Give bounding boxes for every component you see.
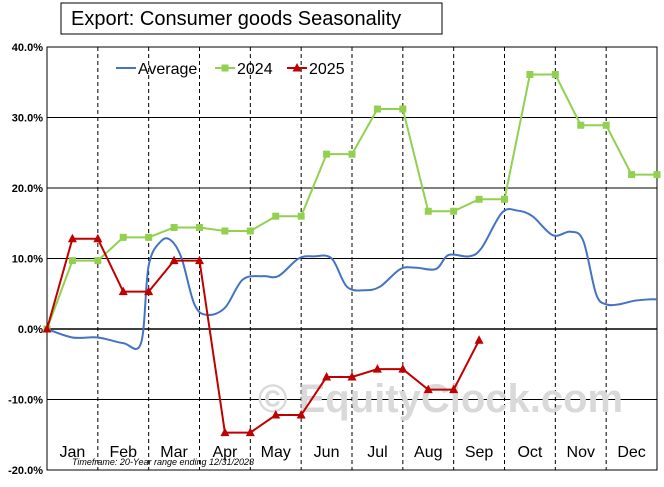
data-point-2024 bbox=[297, 212, 305, 220]
x-tick-label: Dec bbox=[617, 444, 645, 461]
data-point-2025 bbox=[42, 324, 52, 333]
data-point-2025 bbox=[169, 255, 179, 265]
data-point-2025 bbox=[195, 255, 204, 265]
data-point-2024 bbox=[577, 121, 585, 129]
data-point-2025 bbox=[118, 286, 128, 296]
y-tick-label: 30.0% bbox=[12, 113, 43, 125]
legend-item-average: Average bbox=[116, 61, 197, 78]
data-point-2025 bbox=[67, 233, 77, 243]
data-point-2025 bbox=[449, 384, 459, 394]
series-2025 bbox=[42, 233, 484, 437]
data-point-2024 bbox=[551, 70, 559, 78]
x-tick-label: May bbox=[261, 444, 291, 461]
data-point-2025 bbox=[423, 384, 433, 394]
series-2024 bbox=[43, 70, 661, 333]
x-tick-label: Mar bbox=[160, 444, 188, 461]
data-point-2024 bbox=[399, 105, 407, 113]
y-tick-label: -10.0% bbox=[8, 395, 43, 407]
data-point-2024 bbox=[94, 257, 102, 265]
watermark: © EquityClock.com bbox=[258, 377, 623, 421]
data-point-2025 bbox=[474, 335, 484, 344]
series-average bbox=[46, 208, 658, 351]
legend-marker-2024 bbox=[221, 64, 229, 72]
x-tick-label: Jun bbox=[314, 444, 340, 461]
y-tick-label: 40.0% bbox=[12, 42, 43, 54]
y-tick-label: -20.0% bbox=[8, 465, 43, 477]
x-axis-ticks: Jan Feb Mar Apr May Jun Jul Aug Sep Oct Nov Dec bbox=[60, 444, 646, 461]
data-point-2025 bbox=[372, 364, 382, 373]
legend-item-2025: 2025 bbox=[287, 61, 345, 78]
data-point-2024 bbox=[373, 105, 381, 113]
data-point-2025 bbox=[398, 364, 408, 373]
y-tick-label: 10.0% bbox=[12, 254, 43, 266]
x-tick-label: Sep bbox=[465, 444, 494, 461]
data-point-2024 bbox=[221, 227, 229, 235]
data-point-2024 bbox=[272, 212, 280, 220]
x-tick-label: Jul bbox=[367, 444, 387, 461]
data-point-2025 bbox=[144, 286, 154, 296]
legend-label-2024: 2024 bbox=[237, 61, 273, 78]
legend-marker-2025 bbox=[292, 63, 302, 72]
data-point-2024 bbox=[246, 227, 254, 235]
data-point-2024 bbox=[348, 150, 356, 158]
x-tick-label: Nov bbox=[567, 444, 595, 461]
data-point-2024 bbox=[424, 207, 432, 215]
data-point-2024 bbox=[196, 223, 203, 231]
data-point-2024 bbox=[501, 195, 508, 203]
plot-border bbox=[46, 46, 658, 471]
data-point-2024 bbox=[68, 257, 76, 265]
data-point-2025 bbox=[347, 371, 357, 381]
data-point-2025 bbox=[93, 233, 103, 243]
data-point-2024 bbox=[475, 195, 483, 203]
legend-label-average: Average bbox=[138, 61, 197, 78]
x-tick-label: Aug bbox=[414, 444, 442, 461]
legend-label-2025: 2025 bbox=[309, 61, 345, 78]
data-point-2024 bbox=[450, 207, 458, 215]
data-point-2024 bbox=[145, 233, 153, 241]
title-box bbox=[60, 2, 443, 35]
data-point-2025 bbox=[220, 427, 230, 437]
x-tick-label: Oct bbox=[517, 444, 542, 461]
y-axis-ticks: 40.0% 30.0% 20.0% 10.0% 0.0% -10.0% -20.0% bbox=[8, 42, 43, 477]
data-point-2025 bbox=[322, 371, 332, 381]
data-point-2024 bbox=[628, 171, 636, 179]
x-tick-label: Apr bbox=[212, 444, 238, 461]
series-layer bbox=[42, 70, 661, 437]
data-point-2024 bbox=[653, 171, 661, 179]
legend-item-2024: 2024 bbox=[215, 61, 273, 78]
data-point-2024 bbox=[602, 121, 610, 129]
data-point-2024 bbox=[526, 70, 534, 78]
data-point-2024 bbox=[170, 223, 178, 231]
chart-title: Export: Consumer goods Seasonality bbox=[71, 8, 401, 30]
data-point-2025 bbox=[271, 410, 281, 419]
x-tick-label: Jan bbox=[60, 444, 86, 461]
data-point-2025 bbox=[245, 427, 255, 437]
x-tick-label: Feb bbox=[109, 444, 137, 461]
y-tick-label: 20.0% bbox=[12, 183, 43, 195]
footnote: Timeframe: 20-Year range ending 12/31/20… bbox=[72, 457, 254, 467]
y-tick-label: 0.0% bbox=[18, 324, 43, 336]
legend: Average 2024 2025 bbox=[116, 61, 345, 78]
data-point-2024 bbox=[323, 150, 331, 158]
data-point-2024 bbox=[119, 233, 127, 241]
series-line-average bbox=[46, 208, 658, 351]
data-point-2025 bbox=[296, 410, 306, 419]
